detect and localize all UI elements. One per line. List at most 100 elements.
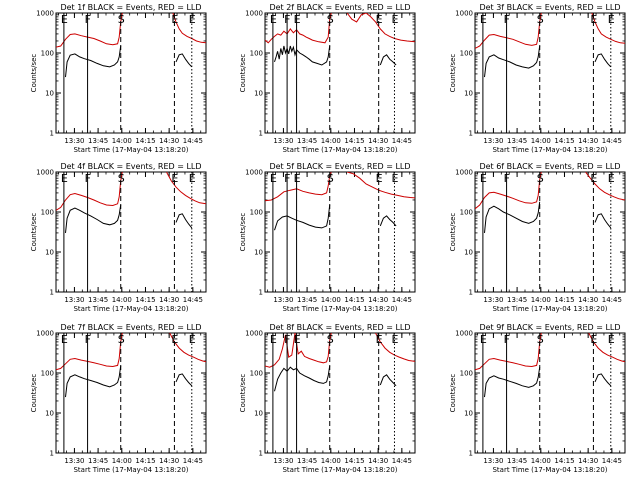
marker-label: S [118, 172, 125, 185]
x-tick-label: 14:30 [159, 137, 179, 145]
marker-label: E [376, 333, 383, 346]
x-tick-label: 14:45 [392, 137, 412, 145]
series-lld-line [346, 13, 415, 43]
x-tick-label: 13:30 [273, 457, 293, 465]
x-tick-label: 14:00 [321, 296, 341, 304]
x-tick-label: 13:30 [273, 296, 293, 304]
x-tick-label: 13:45 [297, 296, 317, 304]
x-tick-label: 14:30 [368, 296, 388, 304]
series-events-line [379, 374, 397, 387]
series-lld-line [265, 333, 332, 368]
x-tick-label: 14:30 [578, 457, 598, 465]
chart-title: Det 3f BLACK = Events, RED = LLD [479, 3, 620, 12]
y-tick-label: 10 [464, 249, 473, 257]
marker-label: S [327, 172, 334, 185]
x-tick-label: 14:15 [344, 457, 364, 465]
x-tick-label: 13:45 [507, 137, 527, 145]
x-axis-label: Start Time (17-May-04 13:18:20) [492, 146, 607, 154]
plot-frame [264, 12, 416, 134]
x-tick-label: 13:45 [88, 296, 108, 304]
marker-label: E [171, 333, 178, 346]
x-tick-label: 14:30 [368, 457, 388, 465]
marker-label: E [590, 172, 597, 185]
series-events-line [175, 373, 193, 387]
y-tick-label: 100 [250, 370, 263, 378]
marker-label: E [391, 333, 398, 346]
y-tick-label: 10 [45, 90, 54, 98]
series-lld-line [265, 172, 332, 202]
marker-label: S [327, 13, 334, 26]
plot-frame [264, 171, 416, 293]
x-tick-label: 14:30 [578, 296, 598, 304]
x-tick-label: 13:30 [483, 296, 503, 304]
marker-label: E [270, 13, 277, 26]
marker-label: E [590, 333, 597, 346]
y-axis-label: Counts/sec [239, 374, 247, 413]
x-tick-label: 14:45 [392, 457, 412, 465]
x-tick-label: 14:00 [531, 296, 551, 304]
chart-title: Det 2f BLACK = Events, RED = LLD [269, 3, 410, 12]
x-tick-label: 14:45 [183, 137, 203, 145]
series-events-line [65, 365, 122, 398]
marker-label: E [270, 333, 277, 346]
marker-label: F [504, 333, 510, 346]
series-lld-line [56, 333, 123, 371]
y-tick-label: 1 [469, 450, 473, 458]
chart-panel-4: Det 4f BLACK = Events, RED = LLD 1 10 100 10… [30, 162, 207, 313]
x-tick-label: 13:30 [64, 137, 84, 145]
x-tick-label: 13:45 [507, 457, 527, 465]
y-tick-label: 10 [45, 410, 54, 418]
x-tick-label: 14:15 [554, 137, 574, 145]
plot-frame [55, 332, 207, 454]
marker-label: S [118, 13, 125, 26]
marker-label: E [294, 13, 301, 26]
x-axis-label: Start Time (17-May-04 13:18:20) [492, 305, 607, 313]
x-axis-label: Start Time (17-May-04 13:18:20) [73, 466, 188, 474]
y-tick-label: 1000 [455, 169, 473, 177]
series-lld-line [585, 172, 625, 201]
x-tick-label: 14:15 [554, 457, 574, 465]
marker-label: F [504, 172, 510, 185]
y-tick-label: 1 [50, 450, 54, 458]
x-tick-label: 13:30 [64, 296, 84, 304]
y-tick-label: 1000 [36, 330, 54, 338]
chart-panel-8: Det 8f BLACK = Events, RED = LLD 1 10 100 10… [239, 323, 416, 474]
marker-label: S [327, 333, 334, 346]
series-events-line [484, 45, 541, 78]
series-lld-line [475, 333, 542, 371]
y-tick-label: 100 [41, 370, 54, 378]
marker-label: E [480, 13, 487, 26]
y-tick-label: 10 [254, 249, 263, 257]
marker-label: E [61, 13, 68, 26]
y-axis-label: Counts/sec [239, 54, 247, 93]
marker-label: S [537, 172, 544, 185]
marker-label: F [504, 13, 510, 26]
series-events-line [65, 204, 122, 233]
plot-frame [55, 171, 207, 293]
marker-label: E [480, 333, 487, 346]
marker-label: E [590, 13, 597, 26]
plot-frame [55, 12, 207, 134]
x-tick-label: 14:45 [602, 457, 622, 465]
y-tick-label: 100 [250, 209, 263, 217]
x-tick-label: 14:15 [344, 137, 364, 145]
marker-label: E [608, 13, 615, 26]
y-tick-label: 1000 [455, 330, 473, 338]
series-lld-line [169, 333, 206, 363]
series-events-line [65, 45, 122, 78]
y-axis-label: Counts/sec [30, 54, 38, 93]
x-tick-label: 13:45 [507, 296, 527, 304]
y-tick-label: 1 [469, 289, 473, 297]
x-tick-label: 14:30 [159, 457, 179, 465]
x-tick-label: 14:00 [112, 457, 132, 465]
y-tick-label: 10 [254, 410, 263, 418]
x-tick-label: 14:45 [183, 457, 203, 465]
marker-label: E [270, 172, 277, 185]
y-tick-label: 100 [41, 209, 54, 217]
x-tick-label: 14:00 [321, 457, 341, 465]
y-tick-label: 1 [50, 289, 54, 297]
x-tick-label: 14:00 [112, 137, 132, 145]
x-tick-label: 14:45 [602, 296, 622, 304]
series-events-line [175, 213, 193, 229]
